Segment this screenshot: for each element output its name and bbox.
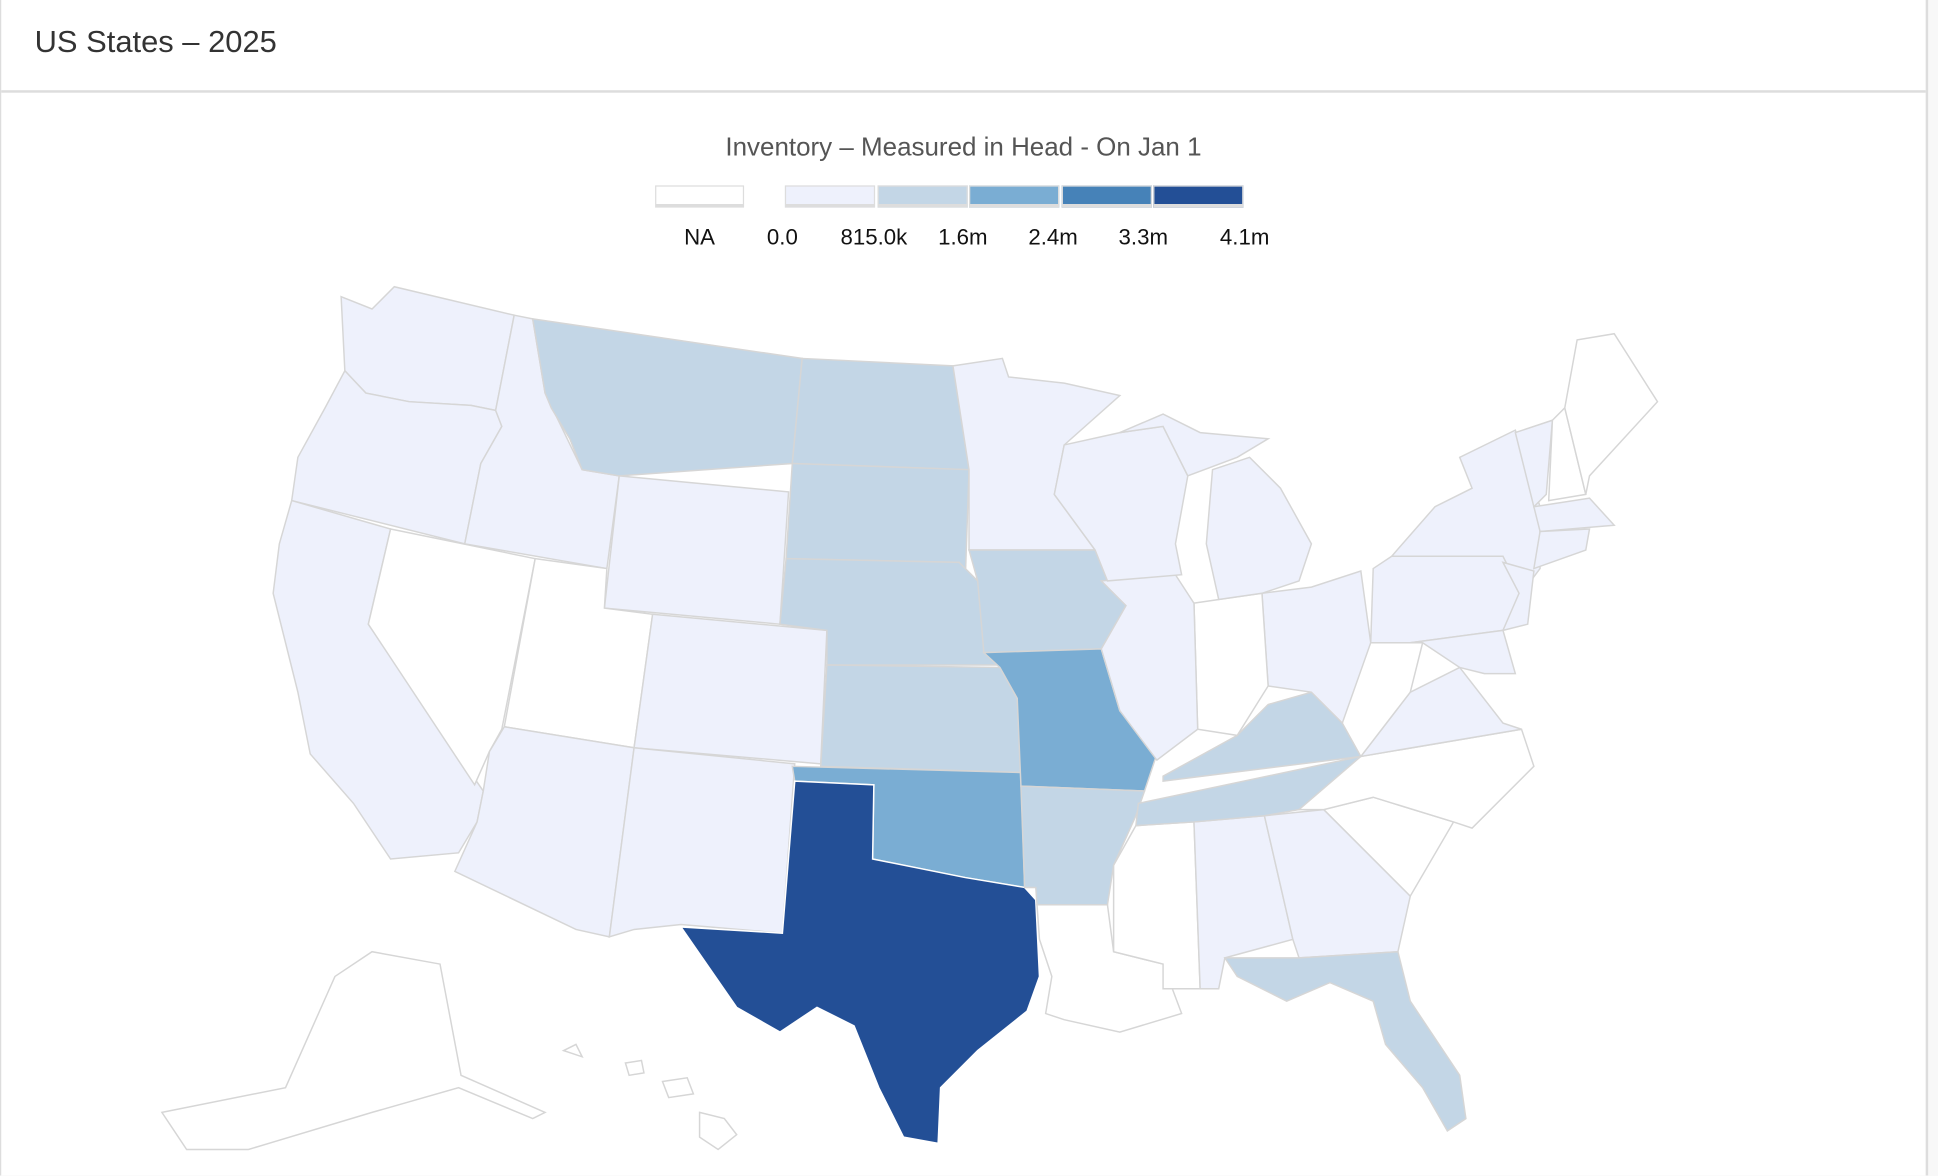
state-ne[interactable] [779,557,1004,666]
state-in[interactable] [1193,592,1269,737]
legend-label: 4.1m [1219,224,1270,250]
state-nj[interactable] [1501,561,1535,632]
state-me[interactable] [1564,332,1659,495]
state-hi[interactable] [698,1111,738,1151]
card-header: US States – 2025 [1,0,1926,93]
state-wy[interactable] [603,475,790,625]
state-oh[interactable] [1261,570,1372,725]
state-il[interactable] [1099,573,1199,762]
state-ct[interactable] [1532,528,1591,570]
legend-label: 815.0k [840,224,908,250]
state-hi[interactable] [661,1076,695,1099]
state-mi[interactable] [1119,413,1271,477]
state-md[interactable] [1410,629,1517,675]
legend-swatch [784,185,876,208]
card-title: US States – 2025 [34,24,277,60]
legend-label: 0.0 [766,224,798,250]
legend-swatch [1153,185,1244,208]
legend-title: Inventory – Measured in Head - On Jan 1 [725,133,1202,162]
state-wa[interactable] [340,285,516,412]
state-nm[interactable] [608,746,796,938]
state-vt[interactable] [1514,419,1554,509]
legend-label: 2.4m [1028,224,1078,250]
legend-swatch [876,185,968,208]
state-hi[interactable] [624,1059,645,1077]
state-mi[interactable] [1205,456,1313,601]
state-ma[interactable] [1532,497,1616,533]
legend-swatch-na [655,185,745,208]
state-ak[interactable] [160,950,547,1151]
state-la[interactable] [1036,904,1183,1033]
legend-label-na: NA [684,224,716,250]
state-tx[interactable] [679,780,1041,1145]
legend-swatch [969,185,1060,208]
legend-label: 3.3m [1118,224,1169,250]
legend-swatch [1061,185,1152,208]
state-nd[interactable] [791,357,970,471]
state-pa[interactable] [1369,555,1523,644]
legend-label: 1.6m [938,224,988,250]
state-fl[interactable] [1223,950,1467,1132]
state-hi[interactable] [561,1043,584,1059]
state-ks[interactable] [819,664,1022,774]
state-co[interactable] [633,613,828,765]
